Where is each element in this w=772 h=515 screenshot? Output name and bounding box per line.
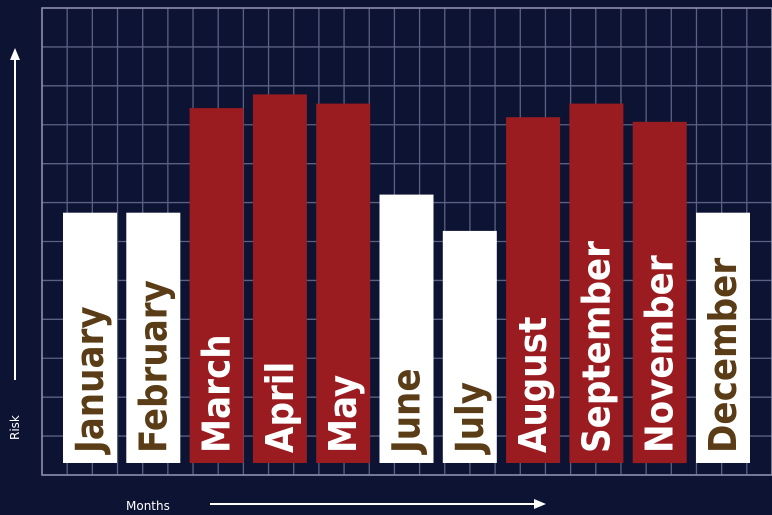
bar-labels: January February March April May June July Augu…	[68, 241, 745, 455]
bar-label-november: November	[638, 255, 682, 453]
x-axis-label: Months	[126, 499, 170, 513]
bar-label-december: December	[701, 258, 745, 453]
bar-label-february: February	[131, 280, 175, 453]
bar-label-january: January	[68, 306, 112, 455]
bar-august	[506, 117, 561, 463]
bar-march	[189, 108, 244, 463]
bar-november	[632, 121, 687, 464]
bar-label-august: August	[511, 317, 555, 453]
bar-january	[63, 212, 117, 463]
x-axis-arrowhead	[534, 499, 546, 509]
bar-april	[252, 94, 307, 464]
y-axis-arrowhead	[10, 48, 20, 60]
bars	[63, 94, 750, 464]
bar-september	[569, 103, 624, 463]
bar-label-september: September	[574, 241, 618, 453]
bar-may	[316, 103, 371, 463]
bar-label-june: June	[385, 368, 429, 455]
bar-july	[442, 230, 497, 463]
y-axis-label: Risk	[8, 415, 22, 440]
bar-label-july: July	[448, 382, 492, 455]
bar-label-may: May	[321, 375, 365, 453]
axes: Risk Months	[8, 48, 546, 513]
bar-february	[126, 212, 181, 463]
grid-border	[41, 7, 772, 476]
bar-june	[379, 194, 434, 463]
bar-december	[696, 212, 750, 463]
bar-label-april: April	[258, 362, 302, 453]
bar-label-march: March	[195, 334, 239, 453]
